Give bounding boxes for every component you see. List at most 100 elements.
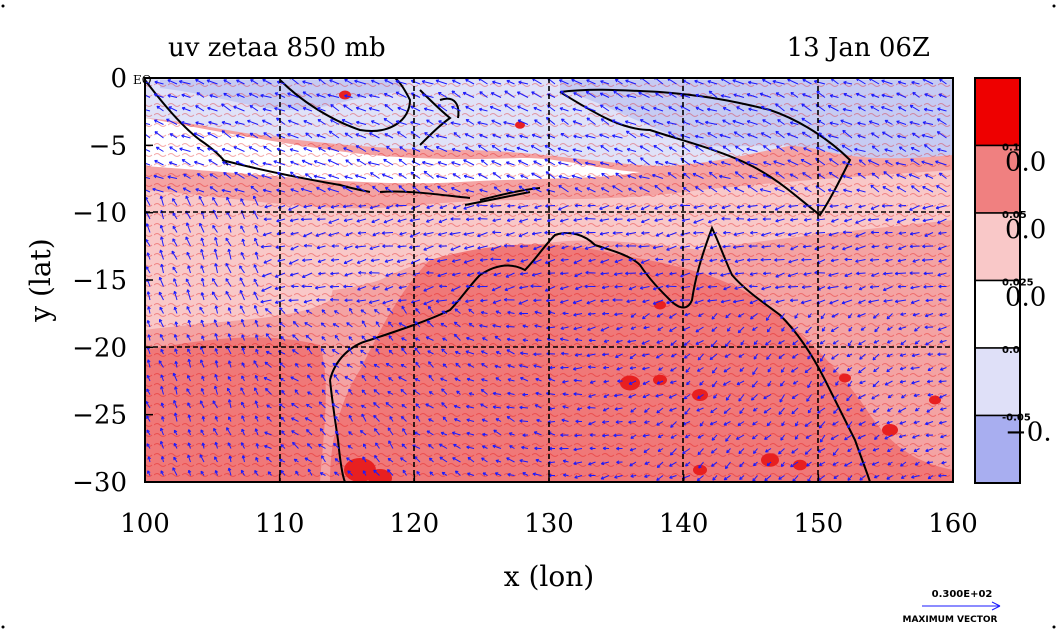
wind-vector: [655, 161, 664, 166]
wind-vector: [533, 299, 542, 302]
wind-vector-head: [711, 316, 715, 320]
wind-vector-head: [857, 106, 862, 110]
wind-vector: [939, 78, 947, 85]
wind-vector-head: [733, 232, 737, 237]
wind-vector-head: [924, 313, 929, 318]
wind-vector: [480, 259, 488, 261]
wind-vector-head: [752, 371, 756, 376]
wind-vector: [241, 415, 245, 422]
wind-vector-head: [573, 378, 577, 383]
wind-vector-head: [522, 338, 526, 343]
wind-vector: [721, 161, 731, 166]
wind-vector: [265, 308, 272, 314]
wind-vector-head: [896, 120, 900, 124]
wind-vector-head: [684, 411, 688, 415]
wind-vector: [261, 174, 272, 179]
colorbar-big-label: 0.0: [1005, 283, 1046, 313]
wind-vector-head: [855, 234, 859, 238]
wind-vector: [183, 173, 191, 179]
wind-vector: [235, 121, 245, 125]
wind-vector-head: [923, 271, 927, 276]
wind-vector-head: [708, 90, 713, 95]
wind-vector: [573, 448, 583, 451]
wind-vector-head: [504, 243, 508, 248]
wind-vector-head: [683, 342, 688, 346]
wind-vector: [746, 93, 758, 98]
wind-vector: [506, 174, 515, 179]
wind-vector: [840, 119, 853, 125]
wind-vector: [820, 313, 826, 320]
wind-vector: [778, 340, 785, 345]
wind-vector: [519, 364, 529, 368]
wind-vector-head: [358, 270, 362, 275]
wind-vector-head: [699, 382, 703, 386]
wind-vector-head: [602, 446, 607, 451]
wind-vector-head: [173, 400, 177, 404]
wind-vector-head: [343, 218, 348, 223]
wind-vector-head: [833, 410, 837, 414]
wind-vector-head: [778, 450, 782, 455]
wind-vector: [819, 380, 826, 386]
wind-vector: [361, 375, 367, 382]
wind-vector-head: [349, 307, 353, 312]
wind-vector: [356, 107, 367, 112]
wind-vector: [397, 131, 407, 139]
wind-vector-head: [614, 284, 618, 289]
wind-vector: [263, 132, 272, 139]
wind-vector: [437, 104, 448, 112]
wind-vector: [707, 132, 718, 139]
wind-vector: [146, 375, 151, 382]
wind-vector-head: [775, 103, 779, 107]
wind-vector-head: [387, 457, 392, 462]
wind-vector-head: [767, 383, 771, 387]
wind-vector: [560, 286, 569, 290]
vorticity-spot: [515, 121, 525, 129]
wind-vector-head: [571, 78, 575, 83]
wind-vector: [507, 364, 515, 368]
wind-vector-head: [912, 217, 916, 222]
wind-vector-head: [158, 291, 163, 296]
wind-vector-head: [698, 313, 702, 317]
wind-vector-head: [193, 160, 198, 165]
wind-vector: [209, 173, 218, 179]
wind-vector: [900, 340, 907, 346]
wind-vector-head: [291, 402, 295, 407]
wind-vector-head: [781, 422, 785, 427]
wind-vector: [356, 299, 367, 302]
wind-vector-head: [385, 402, 389, 406]
wind-vector-head: [587, 327, 591, 331]
wind-vector: [895, 299, 907, 303]
wind-vector: [305, 132, 313, 139]
wind-vector-head: [348, 336, 352, 340]
wind-vector: [517, 91, 529, 98]
wind-vector-head: [937, 107, 941, 112]
wind-vector: [883, 272, 893, 275]
wind-vector-head: [909, 120, 913, 125]
wind-vector: [708, 218, 718, 224]
wind-vector-head: [711, 383, 716, 388]
wind-vector: [254, 387, 259, 395]
wind-vector: [787, 133, 799, 139]
wind-vector: [274, 107, 286, 112]
wind-vector: [451, 161, 461, 166]
wind-vector-head: [533, 106, 537, 111]
y-tick-label: −20: [72, 333, 127, 363]
wind-vector-head: [713, 395, 717, 399]
wind-vector: [479, 108, 488, 112]
wind-vector-head: [492, 218, 496, 223]
vorticity-spot: [882, 424, 898, 436]
wind-vector: [627, 148, 637, 152]
wind-vector: [506, 416, 515, 422]
wind-vector-head: [277, 258, 281, 263]
wind-vector: [250, 160, 259, 166]
wind-vector-head: [361, 320, 366, 324]
wind-vector-head: [240, 469, 245, 474]
wind-vector-head: [187, 319, 192, 324]
wind-vector-head: [289, 148, 294, 152]
wind-vector: [801, 299, 812, 304]
wind-vector: [276, 81, 286, 85]
map-date: 13 Jan 06Z: [787, 33, 930, 63]
wind-vector-head: [303, 299, 308, 304]
wind-vector: [832, 461, 839, 466]
wind-vector-head: [423, 232, 427, 236]
